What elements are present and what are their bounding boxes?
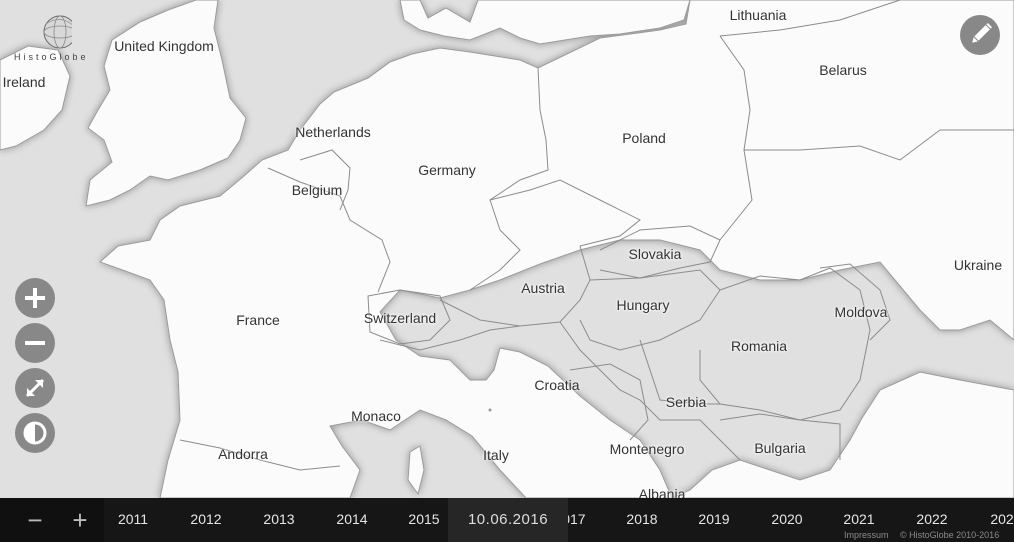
current-date-label: 10.06.2016 [467,511,549,528]
country-label-france[interactable]: France [236,312,280,328]
border-belarus [719,0,901,37]
minus-icon [25,341,45,345]
timeline-year[interactable]: 2018 [626,511,658,527]
timeline-bar[interactable]: − + 2011 2012 2013 2014 2015 2017 2018 2019 2020… [0,498,1014,542]
land-great-britain [85,0,247,207]
border-france-germany [267,167,391,293]
country-label-monaco[interactable]: Monaco [351,408,401,424]
country-label-andorra[interactable]: Andorra [218,446,268,462]
country-label-lithuania[interactable]: Lithuania [729,7,787,23]
zoom-out-button[interactable] [15,323,55,363]
country-label-austria[interactable]: Austria [521,280,565,296]
border-hungary [579,269,721,351]
country-label-serbia[interactable]: Serbia [665,394,707,410]
border-benelux [299,149,351,211]
logo-text: HistoGlobe [14,52,89,62]
country-label-italy[interactable]: Italy [483,447,509,463]
country-label-hungary[interactable]: Hungary [616,297,670,313]
timeline-zoom-in-button[interactable]: + [72,505,88,535]
border-germany-east [469,67,549,291]
timeline-zoom-controls [0,498,104,542]
fullscreen-button[interactable] [15,368,55,408]
border-ukraine [744,129,1014,161]
timeline-year[interactable]: 202 [990,511,1014,527]
border-czech [489,179,641,247]
land-corsica [407,445,425,496]
edit-button[interactable] [960,15,1000,55]
border-slovakia [599,225,721,279]
country-label-croatia[interactable]: Croatia [534,377,580,393]
timeline-year[interactable]: 2012 [190,511,222,527]
country-label-united-kingdom[interactable]: United Kingdom [114,38,214,54]
border-balkans [559,321,741,461]
timeline-year[interactable]: 2015 [408,511,440,527]
land-scandinavia [399,0,691,45]
expand-icon [25,378,45,398]
pencil-icon [972,22,993,43]
copyright-text: © HistoGlobe 2010-2016 [900,530,1000,540]
country-label-moldova[interactable]: Moldova [834,304,888,320]
contrast-icon [23,421,47,445]
country-label-ukraine[interactable]: Ukraine [953,257,1003,273]
land-continent [99,0,1014,498]
border-poland-east [719,35,753,241]
country-label-netherlands[interactable]: Netherlands [295,124,371,140]
timeline-year[interactable]: 2021 [843,511,875,527]
country-label-belarus[interactable]: Belarus [819,62,867,78]
lake [488,408,492,412]
border-italy-north [379,325,521,351]
border-bulgaria [719,413,841,460]
border-spain-france [179,439,341,471]
timeline-year[interactable]: 2019 [698,511,730,527]
country-label-poland[interactable]: Poland [622,130,666,146]
country-label-slovakia[interactable]: Slovakia [628,246,682,262]
country-label-germany[interactable]: Germany [418,162,476,178]
country-label-montenegro[interactable]: Montenegro [609,441,685,457]
border-switzerland [367,289,451,345]
map-canvas[interactable] [0,0,1014,498]
contrast-button[interactable] [15,413,55,453]
timeline-year[interactable]: 2011 [117,511,149,527]
timeline-year[interactable]: 2022 [916,511,948,527]
histoglobe-logo[interactable] [12,12,122,64]
border-moldova [819,263,891,341]
plus-icon [25,288,45,308]
border-bosnia [569,363,649,441]
current-date-marker[interactable] [448,498,568,542]
zoom-in-button[interactable] [15,278,55,318]
country-label-ireland[interactable]: Ireland [2,74,46,90]
country-label-switzerland[interactable]: Switzerland [363,310,437,326]
country-label-bulgaria[interactable]: Bulgaria [754,440,806,456]
border-serbia [639,339,720,405]
timeline-year[interactable]: 2020 [771,511,803,527]
impressum-link[interactable]: Impressum [844,530,889,540]
country-label-belgium[interactable]: Belgium [291,182,343,198]
land-ireland [0,45,71,151]
country-label-romania[interactable]: Romania [730,338,788,354]
timeline-zoom-out-button[interactable]: − [27,505,43,535]
timeline-year[interactable]: 2013 [263,511,295,527]
timeline-year[interactable]: 2014 [336,511,368,527]
